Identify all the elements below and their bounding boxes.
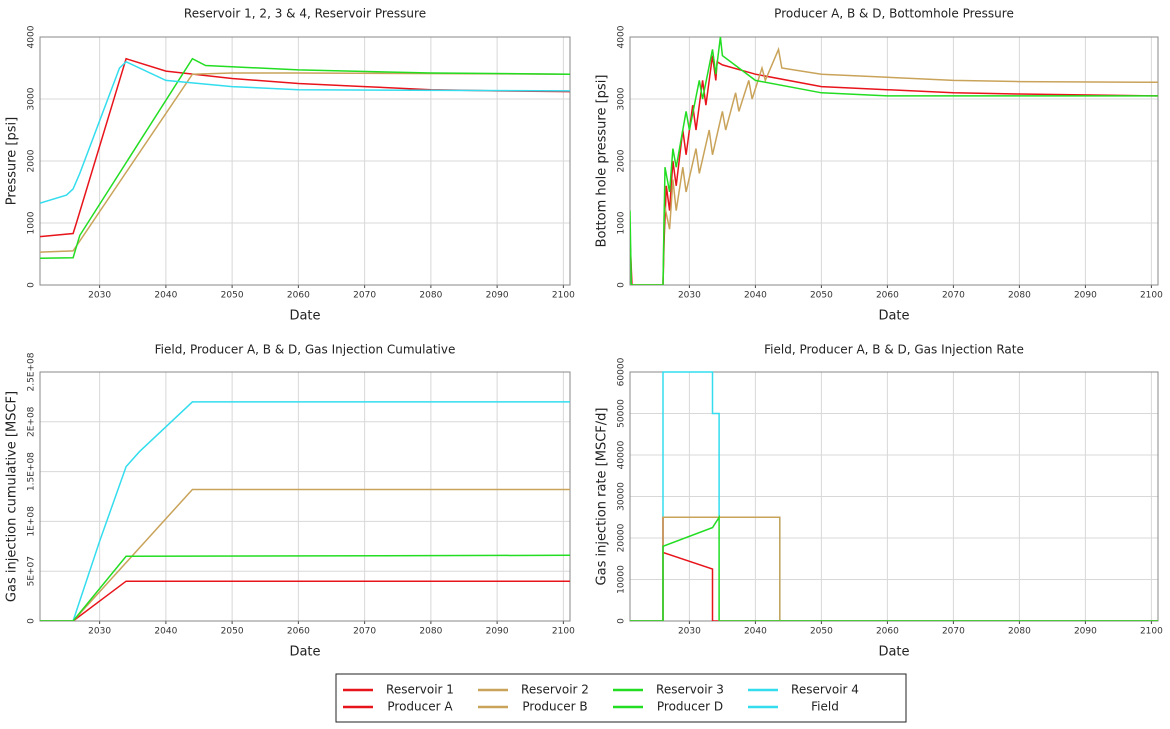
x-tick-label: 2040 bbox=[154, 291, 177, 301]
y-tick-label: 1E+08 bbox=[27, 506, 37, 537]
series-line bbox=[40, 580, 570, 621]
x-axis-label: Date bbox=[878, 309, 909, 324]
y-tick-label: 30000 bbox=[617, 482, 627, 511]
x-tick-label: 2060 bbox=[876, 291, 899, 301]
x-tick-label: 2070 bbox=[353, 627, 376, 637]
x-tick-label: 2070 bbox=[353, 291, 376, 301]
y-tick-label: 0 bbox=[617, 282, 627, 288]
x-axis-label: Date bbox=[289, 645, 320, 660]
x-tick-label: 2100 bbox=[552, 291, 575, 301]
series-line bbox=[630, 514, 1158, 621]
y-tick-label: 3000 bbox=[617, 87, 627, 110]
series-line bbox=[40, 57, 570, 238]
y-tick-label: 50000 bbox=[617, 399, 627, 428]
legend-label: Producer B bbox=[522, 700, 587, 714]
x-tick-label: 2060 bbox=[287, 627, 310, 637]
x-tick-label: 2070 bbox=[942, 627, 965, 637]
series-line bbox=[40, 554, 570, 621]
x-tick-label: 2050 bbox=[810, 291, 833, 301]
x-tick-label: 2040 bbox=[154, 627, 177, 637]
y-tick-label: 0 bbox=[27, 618, 37, 624]
x-axis-label: Date bbox=[289, 309, 320, 324]
x-tick-label: 2050 bbox=[810, 627, 833, 637]
series-line bbox=[630, 55, 1158, 285]
x-tick-label: 2090 bbox=[1074, 291, 1097, 301]
y-tick-label: 2000 bbox=[617, 149, 627, 172]
series-line bbox=[40, 57, 570, 260]
x-axis-label: Date bbox=[878, 645, 909, 660]
x-tick-label: 2080 bbox=[1008, 627, 1031, 637]
series-line bbox=[630, 46, 1158, 285]
series-line bbox=[630, 36, 1158, 285]
x-tick-label: 2060 bbox=[876, 627, 899, 637]
chart-title: Field, Producer A, B & D, Gas Injection … bbox=[155, 343, 456, 357]
series-line bbox=[40, 72, 570, 253]
plot-frame bbox=[39, 36, 571, 286]
y-tick-label: 0 bbox=[27, 282, 37, 288]
x-tick-label: 2090 bbox=[486, 291, 509, 301]
x-tick-label: 2080 bbox=[1008, 291, 1031, 301]
y-tick-label: 0 bbox=[617, 618, 627, 624]
x-tick-label: 2080 bbox=[419, 627, 442, 637]
y-tick-label: 40000 bbox=[617, 440, 627, 469]
y-tick-label: 20000 bbox=[617, 523, 627, 552]
y-tick-label: 3000 bbox=[27, 87, 37, 110]
chart-title: Reservoir 1, 2, 3 & 4, Reservoir Pressur… bbox=[184, 7, 426, 21]
y-tick-label: 2000 bbox=[27, 149, 37, 172]
legend-label: Producer D bbox=[657, 700, 723, 714]
y-tick-label: 1000 bbox=[617, 211, 627, 234]
y-tick-label: 60000 bbox=[617, 357, 627, 386]
x-tick-label: 2080 bbox=[419, 291, 442, 301]
x-tick-label: 2090 bbox=[486, 627, 509, 637]
x-tick-label: 2100 bbox=[1140, 291, 1163, 301]
y-tick-label: 1.5E+08 bbox=[27, 452, 37, 491]
y-tick-label: 5E+07 bbox=[27, 556, 37, 586]
x-tick-label: 2040 bbox=[744, 627, 767, 637]
y-tick-label: 2.5E+08 bbox=[27, 352, 37, 391]
x-tick-label: 2070 bbox=[942, 291, 965, 301]
y-tick-label: 4000 bbox=[617, 25, 627, 48]
legend-label: Producer A bbox=[387, 700, 453, 714]
x-tick-label: 2060 bbox=[287, 291, 310, 301]
series-line bbox=[40, 401, 570, 621]
y-tick-label: 10000 bbox=[617, 565, 627, 594]
legend-label: Field bbox=[811, 700, 839, 714]
legend-label: Reservoir 3 bbox=[656, 683, 724, 697]
y-axis-label: Pressure [psi] bbox=[5, 117, 20, 205]
y-tick-label: 4000 bbox=[27, 25, 37, 48]
chart-title: Field, Producer A, B & D, Gas Injection … bbox=[764, 343, 1024, 357]
x-tick-label: 2030 bbox=[88, 291, 111, 301]
x-tick-label: 2030 bbox=[88, 627, 111, 637]
plot-frame bbox=[629, 36, 1159, 286]
x-tick-label: 2050 bbox=[221, 627, 244, 637]
x-tick-label: 2030 bbox=[678, 627, 701, 637]
y-axis-label: Gas injection cumulative [MSCF] bbox=[5, 391, 20, 602]
series-line bbox=[630, 517, 1158, 621]
y-axis-label: Gas injection rate [MSCF/d] bbox=[595, 408, 610, 586]
chart-title: Producer A, B & D, Bottomhole Pressure bbox=[774, 7, 1014, 21]
x-tick-label: 2030 bbox=[678, 291, 701, 301]
x-tick-label: 2100 bbox=[1140, 627, 1163, 637]
x-tick-label: 2040 bbox=[744, 291, 767, 301]
series-line bbox=[40, 60, 570, 204]
series-line bbox=[630, 516, 1158, 621]
y-axis-label: Bottom hole pressure [psi] bbox=[595, 75, 610, 248]
x-tick-label: 2050 bbox=[221, 291, 244, 301]
y-tick-label: 1000 bbox=[27, 211, 37, 234]
legend-box bbox=[335, 673, 907, 723]
x-tick-label: 2100 bbox=[552, 627, 575, 637]
x-tick-label: 2090 bbox=[1074, 627, 1097, 637]
series-line bbox=[40, 488, 570, 621]
plot-frame bbox=[39, 371, 571, 622]
legend-label: Reservoir 4 bbox=[791, 683, 859, 697]
legend-label: Reservoir 1 bbox=[386, 683, 454, 697]
y-tick-label: 2E+08 bbox=[27, 406, 37, 437]
legend-label: Reservoir 2 bbox=[521, 683, 589, 697]
